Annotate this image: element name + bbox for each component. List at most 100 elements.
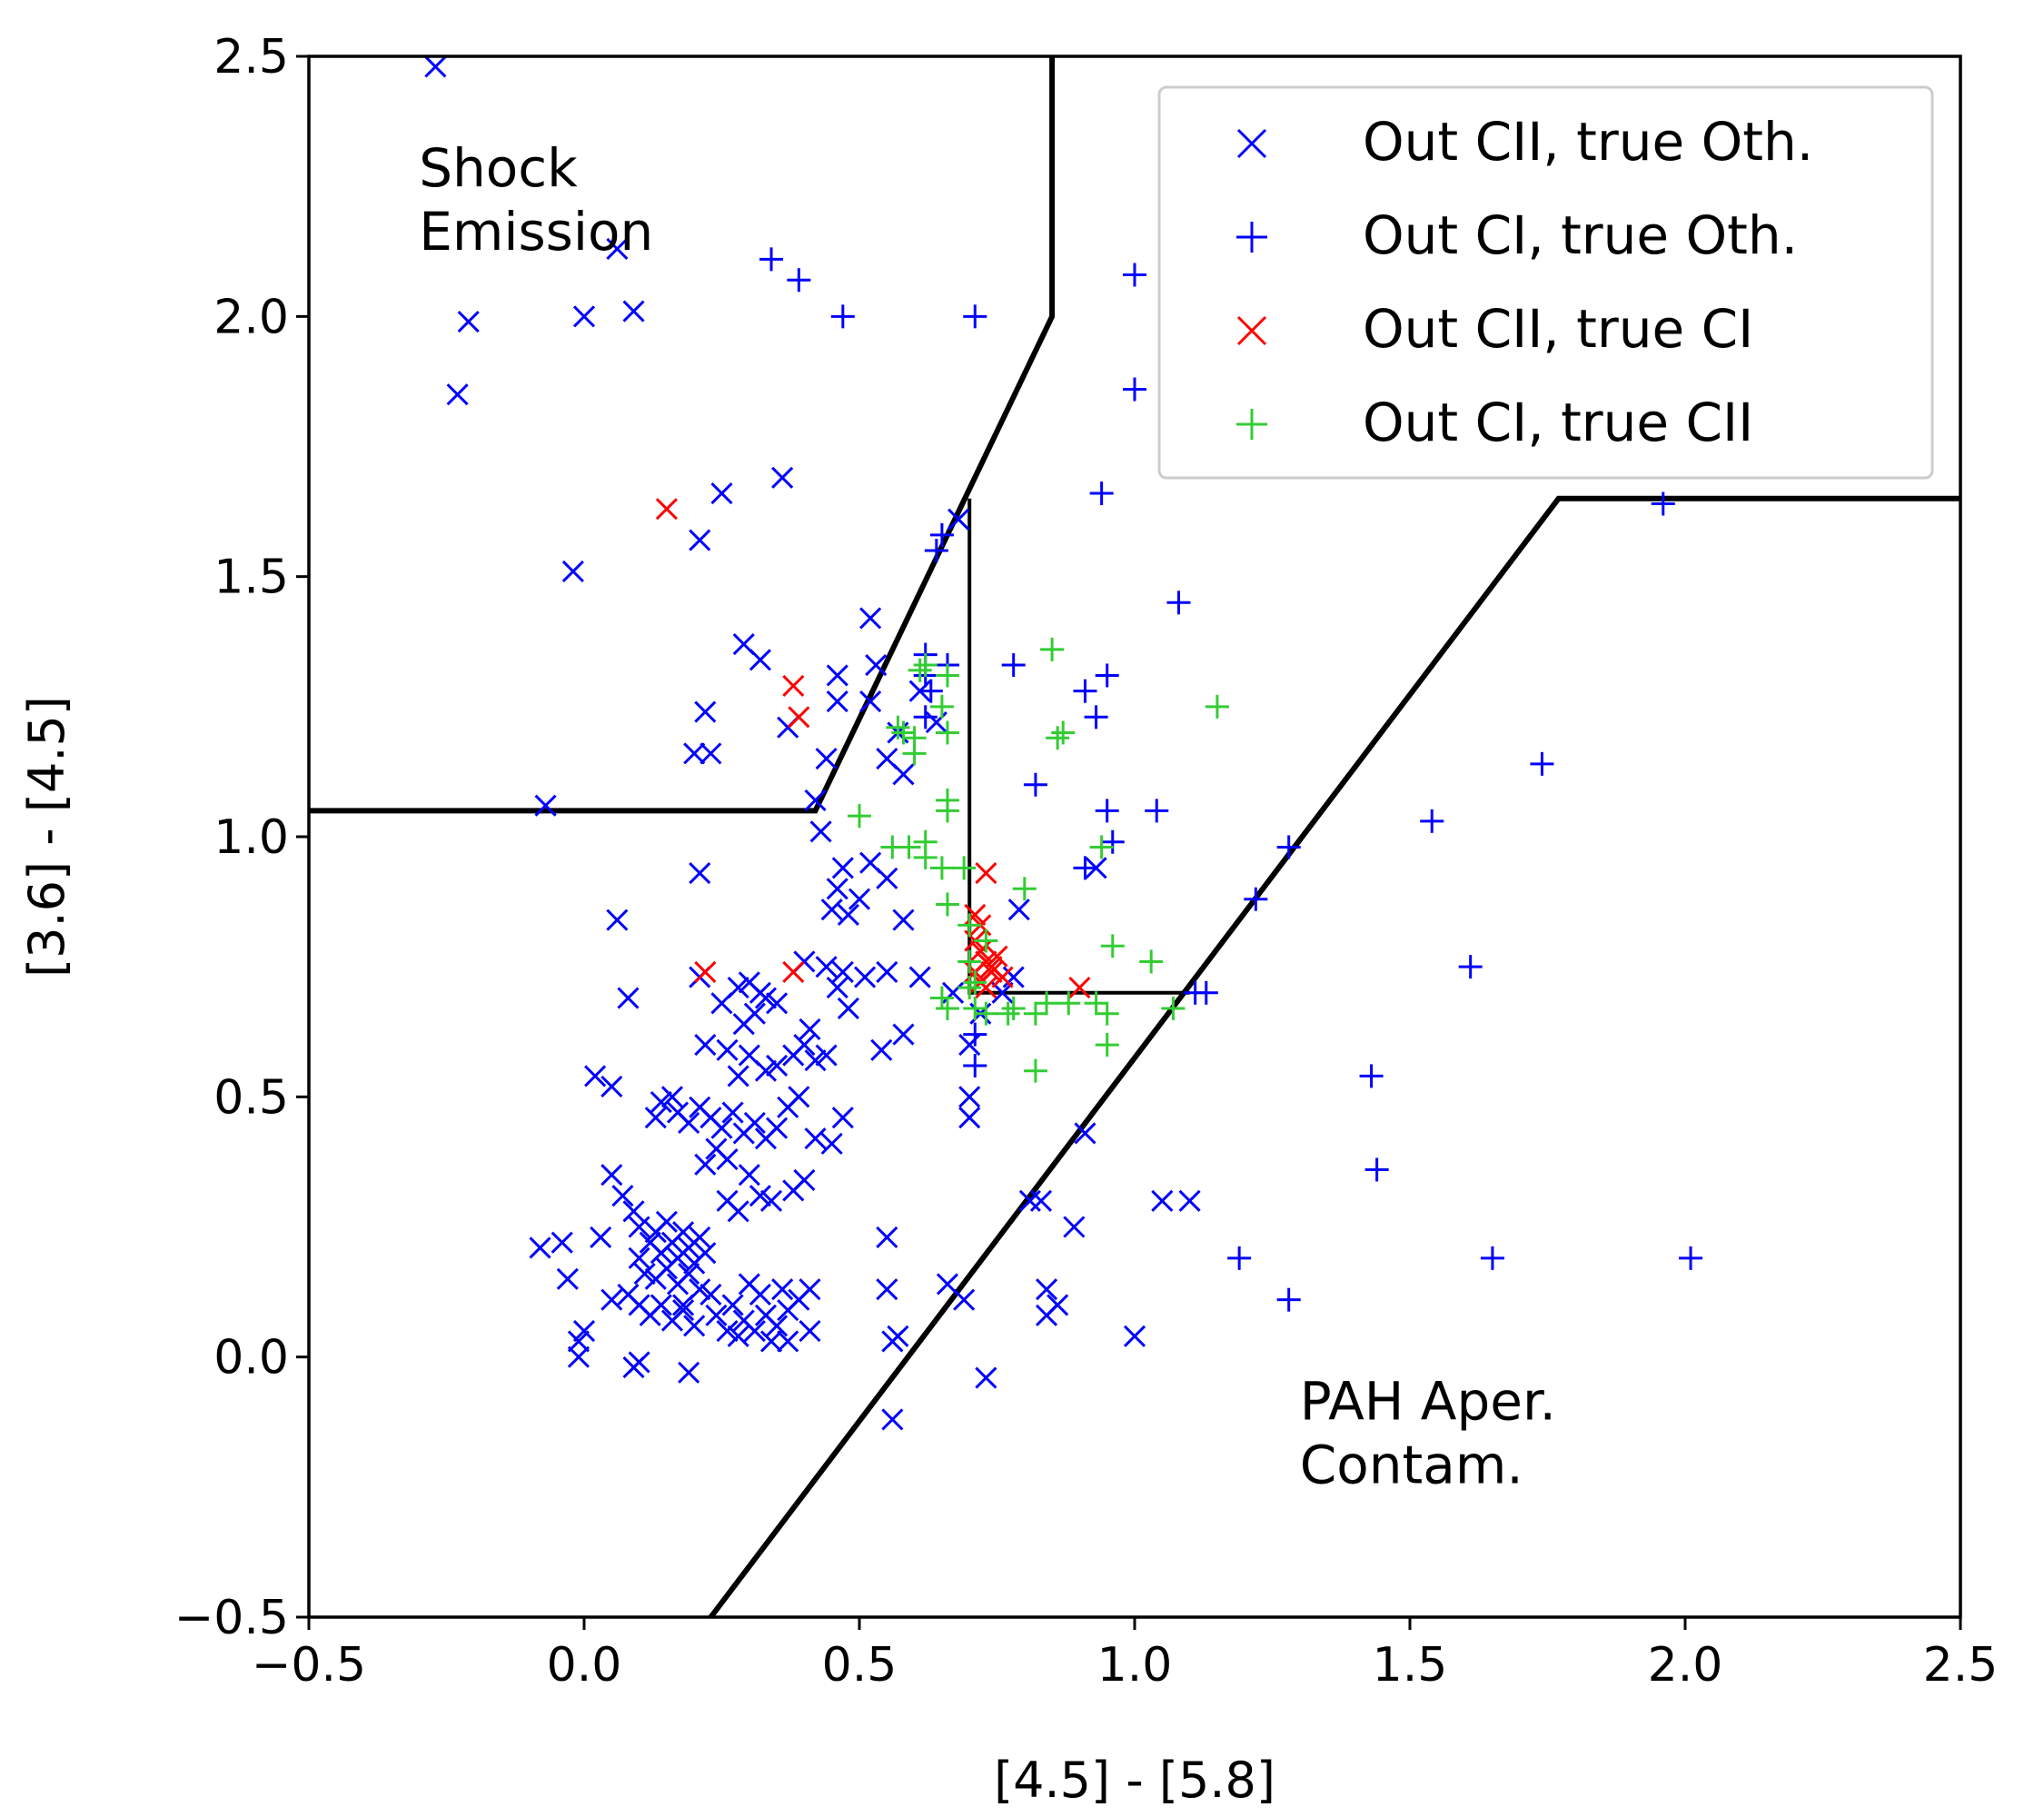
data-point (892, 1023, 915, 1046)
data-point (689, 1226, 711, 1249)
data-point (694, 1242, 717, 1265)
data-point (876, 960, 898, 983)
region-annotations: Shock Emission PAH Aper. Contam. (419, 137, 1556, 1495)
data-point (1023, 1058, 1047, 1083)
data-point (749, 1185, 771, 1207)
data-point (1123, 1325, 1146, 1347)
data-point (672, 1299, 695, 1322)
data-point (1651, 491, 1675, 516)
data-point (628, 1216, 650, 1238)
data-point (721, 1101, 744, 1124)
data-point (678, 1262, 700, 1286)
data-point (804, 1127, 827, 1150)
data-point (935, 663, 959, 688)
legend-label-ci-cii: Out CI, true CII (1363, 392, 1753, 453)
data-point (929, 694, 954, 719)
data-point (826, 977, 848, 999)
data-point (572, 1319, 596, 1343)
data-point (996, 1001, 1020, 1026)
data-point (974, 1001, 998, 1026)
data-point (918, 679, 943, 703)
data-point (820, 1132, 843, 1155)
data-point (793, 1034, 816, 1057)
data-point (1035, 991, 1059, 1016)
data-point (1276, 1287, 1301, 1312)
data-point (1035, 1278, 1058, 1301)
data-point (694, 960, 717, 983)
data-point (892, 763, 915, 786)
data-point (820, 899, 843, 921)
data-point (1063, 1216, 1086, 1238)
data-point (991, 966, 1014, 988)
data-point (826, 690, 848, 713)
data-point (529, 1236, 551, 1259)
data-point (678, 1361, 700, 1384)
data-point (650, 1090, 672, 1114)
data-point (727, 1325, 749, 1347)
data-point (766, 992, 789, 1015)
data-point (611, 1185, 634, 1207)
scatter-points (424, 55, 1703, 1431)
data-point (556, 1267, 579, 1290)
data-point (567, 1345, 590, 1368)
data-point (870, 1038, 893, 1061)
data-point (958, 913, 982, 938)
data-point (876, 1278, 898, 1301)
data-point (908, 658, 932, 682)
data-point (1364, 1157, 1389, 1182)
data-point (694, 700, 717, 723)
data-point (655, 1210, 678, 1233)
data-point (727, 977, 749, 999)
data-point (991, 981, 1014, 1004)
data-point (793, 1168, 816, 1192)
data-point (853, 966, 877, 988)
data-point (1123, 263, 1146, 287)
series-1 (759, 247, 1703, 1312)
data-point (660, 1086, 684, 1108)
legend-marker (1236, 128, 1267, 159)
data-point (963, 970, 987, 995)
data-point (633, 1262, 656, 1286)
data-point (1084, 991, 1108, 1016)
data-point (809, 820, 832, 843)
pah-boundary (709, 495, 1960, 1619)
legend-marker (1236, 409, 1267, 440)
data-point (1057, 991, 1081, 1016)
x-tick-label: 2.0 (1648, 1638, 1723, 1693)
data-point (777, 1330, 799, 1353)
data-point (1007, 899, 1030, 921)
legend-marker (1236, 315, 1267, 346)
data-point (446, 383, 469, 406)
data-point (804, 789, 827, 811)
data-point (754, 987, 778, 1009)
x-tick-label: 1.0 (1097, 1638, 1173, 1693)
data-point (953, 1288, 976, 1311)
data-point (886, 715, 910, 740)
data-point (694, 1153, 717, 1176)
data-point (929, 856, 954, 880)
data-point (1161, 996, 1186, 1020)
legend-label-cii-ci: Out CII, true CI (1363, 298, 1753, 360)
data-point (551, 1231, 573, 1254)
shock-emission-line-2: Emission (419, 201, 653, 263)
data-point (1530, 751, 1554, 776)
data-point (815, 1044, 838, 1067)
data-point (859, 607, 882, 630)
data-point (782, 960, 805, 983)
data-point (759, 247, 784, 272)
data-point (1151, 1189, 1174, 1212)
data-point (1100, 934, 1125, 958)
data-point (716, 1319, 739, 1343)
data-point (424, 55, 447, 78)
data-point (831, 1107, 854, 1129)
data-point (683, 742, 706, 765)
data-point (771, 466, 794, 489)
data-point (700, 742, 722, 765)
data-point (650, 1294, 672, 1316)
data-point (913, 653, 938, 678)
data-point (732, 1013, 755, 1036)
data-point (1029, 1189, 1053, 1212)
data-point (908, 966, 931, 988)
x-tick-label: 0.0 (547, 1638, 622, 1693)
